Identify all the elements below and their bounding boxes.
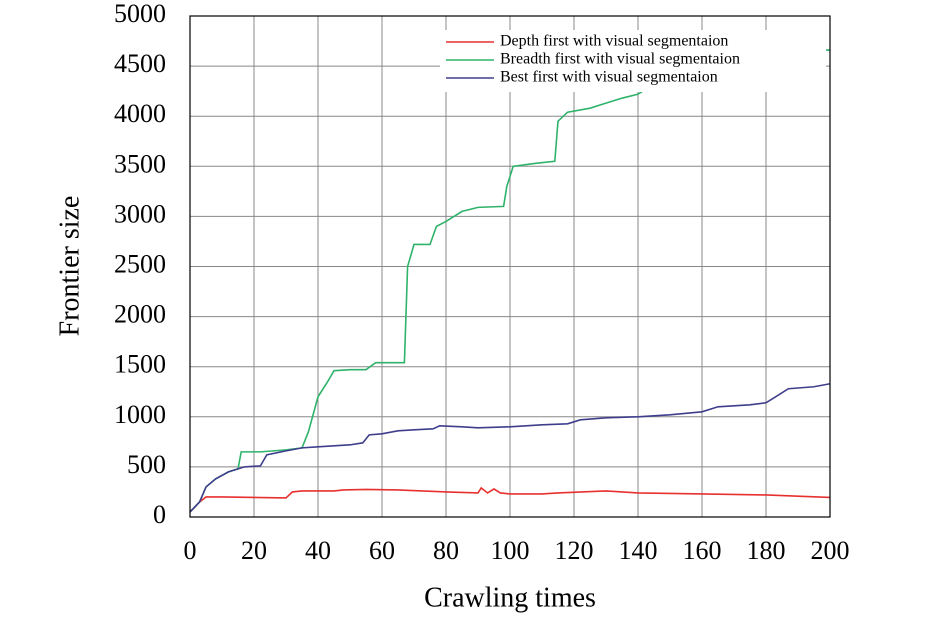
y-tick-label: 4500 — [114, 49, 166, 78]
x-tick-label: 200 — [811, 536, 850, 565]
y-tick-label: 500 — [127, 450, 166, 479]
legend-label: Best first with visual segmentaion — [500, 69, 718, 86]
x-tick-label: 120 — [555, 536, 594, 565]
x-tick-label: 160 — [683, 536, 722, 565]
legend-label: Breadth first with visual segmentaion — [500, 51, 740, 68]
y-tick-label: 5000 — [114, 0, 166, 28]
x-tick-label: 80 — [433, 536, 459, 565]
y-axis-label: Frontier size — [54, 196, 85, 337]
y-tick-label: 0 — [153, 500, 166, 529]
series-line — [189, 486, 831, 513]
y-tick-label: 1000 — [114, 400, 166, 429]
y-tick-label: 3000 — [114, 199, 166, 228]
x-tick-label: 0 — [184, 536, 197, 565]
plot-frame — [189, 15, 831, 518]
y-tick-label: 1500 — [114, 350, 166, 379]
x-axis-label: Crawling times — [424, 582, 596, 613]
y-tick-label: 2000 — [114, 300, 166, 329]
x-tick-label: 60 — [369, 536, 395, 565]
legend-label: Depth first with visual segmentaion — [500, 33, 728, 50]
x-tick-label: 140 — [619, 536, 658, 565]
series-line — [189, 49, 830, 513]
legend-box — [440, 30, 826, 92]
y-tick-label: 3500 — [114, 149, 166, 178]
y-tick-label: 4000 — [114, 99, 166, 128]
y-tick-label: 2500 — [114, 249, 166, 278]
series-line — [189, 382, 831, 513]
x-tick-label: 180 — [747, 536, 786, 565]
x-tick-label: 20 — [241, 536, 267, 565]
x-tick-label: 40 — [305, 536, 331, 565]
x-tick-label: 100 — [491, 536, 530, 565]
